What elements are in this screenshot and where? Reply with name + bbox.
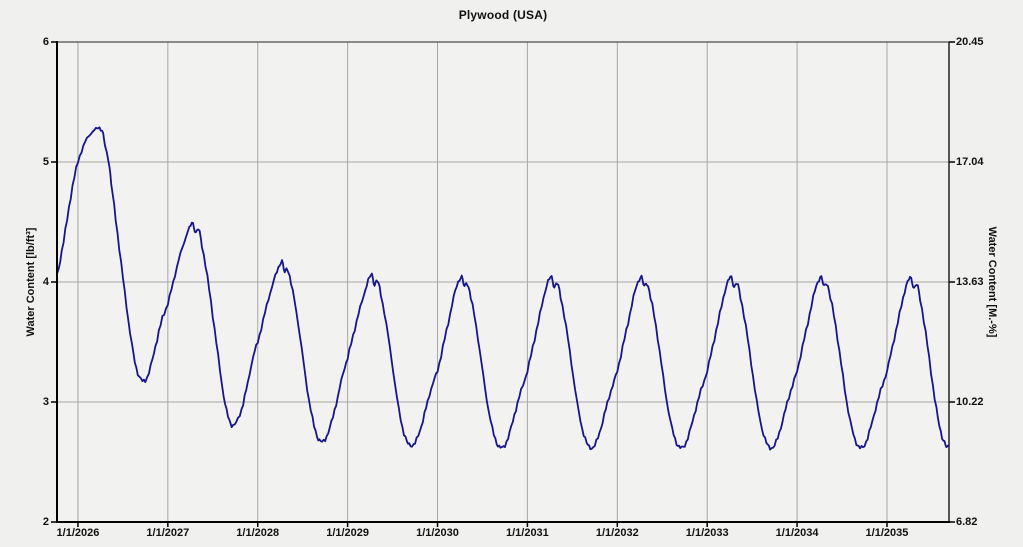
x-tick-label: 1/1/2034	[775, 527, 819, 539]
water-content-curve	[56, 126, 950, 451]
x-tick-label: 1/1/2028	[236, 527, 280, 539]
x-tick-label: 1/1/2029	[326, 527, 370, 539]
y-axis-left-label: Water Content [lb/ft³]	[25, 227, 37, 337]
x-tick-label: 1/1/2032	[595, 527, 639, 539]
x-tick-label: 1/1/2035	[865, 527, 909, 539]
y-right-tick-label: 13.63	[956, 276, 984, 288]
y-left-tick-label: 2	[42, 516, 49, 528]
x-tick-label: 1/1/2030	[416, 527, 459, 539]
x-tick-label: 1/1/2031	[505, 527, 549, 539]
x-tick-label: 1/1/2027	[146, 527, 190, 539]
y-right-tick-label: 17.04	[956, 156, 984, 168]
chart-title: Plywood (USA)	[458, 8, 548, 22]
y-left-tick-label: 3	[42, 396, 49, 408]
x-tick-label: 1/1/2026	[56, 527, 100, 539]
x-tick-label: 1/1/2033	[685, 527, 729, 539]
y-left-tick-label: 4	[42, 276, 49, 288]
y-right-tick-label: 10.22	[956, 396, 984, 408]
y-right-tick-label: 6.82	[956, 516, 978, 528]
y-left-tick-label: 6	[42, 36, 49, 48]
y-left-tick-label: 5	[42, 156, 49, 168]
y-right-tick-label: 20.45	[956, 36, 984, 48]
y-axis-right-label: Water Content [M.-%]	[986, 226, 998, 338]
